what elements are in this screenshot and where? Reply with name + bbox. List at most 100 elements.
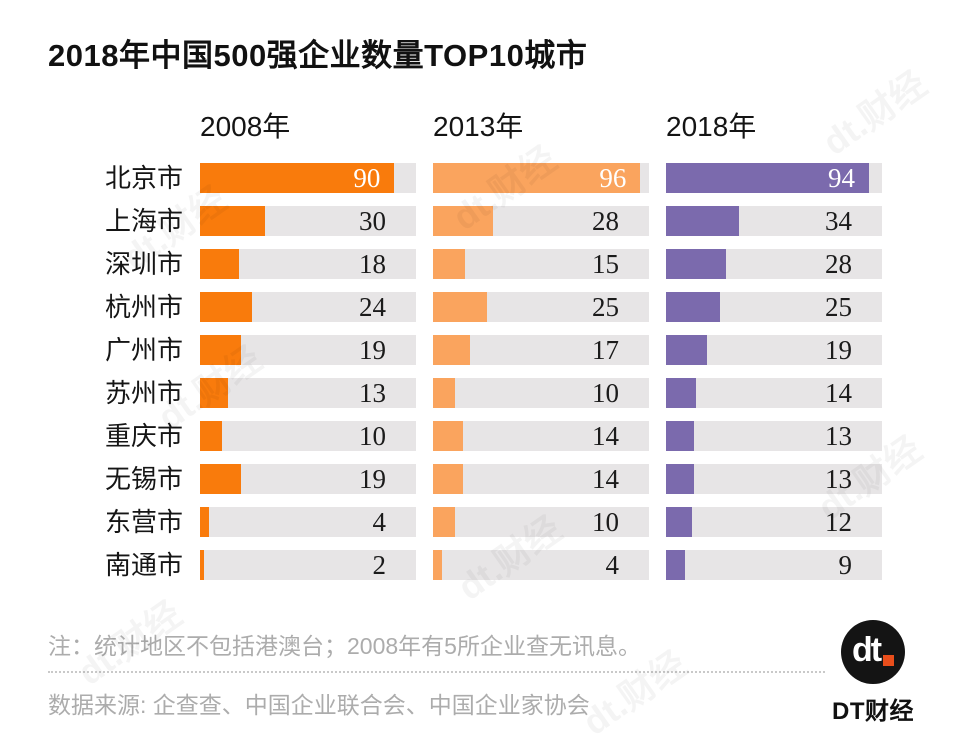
value-label: 25 xyxy=(825,292,852,322)
value-label: 94 xyxy=(828,163,856,193)
bar-track: 94 xyxy=(666,163,882,193)
bar xyxy=(433,249,466,279)
bar xyxy=(666,378,697,408)
city-label: 东营市 xyxy=(104,507,183,537)
value-label: 13 xyxy=(825,464,852,494)
data-source: 数据来源: 企查查、中国企业联合会、中国企业家协会 xyxy=(48,692,590,718)
bar-chart: 2008年 2013年 2018年 北京市 90 96 94 上海市 30 28 34 深圳市 1… xyxy=(48,110,916,593)
bar xyxy=(666,206,740,236)
bar xyxy=(433,292,487,322)
bar xyxy=(200,421,222,451)
chart-row: 苏州市 13 10 14 xyxy=(48,378,916,408)
footnote: 注：统计地区不包括港澳台；2008年有5所企业查无讯息。 xyxy=(48,633,641,659)
bar xyxy=(200,335,242,365)
bar-track: 15 xyxy=(433,249,649,279)
bar xyxy=(433,335,470,365)
value-label: 18 xyxy=(359,249,386,279)
bar xyxy=(200,249,239,279)
bar-track: 13 xyxy=(200,378,416,408)
bar-track: 4 xyxy=(200,507,416,537)
chart-row: 南通市 2 4 9 xyxy=(48,550,916,580)
chart-row: 无锡市 19 14 13 xyxy=(48,464,916,494)
city-label: 深圳市 xyxy=(104,249,183,279)
chart-row: 东营市 4 10 12 xyxy=(48,507,916,537)
value-label: 10 xyxy=(359,421,386,451)
bar-track: 25 xyxy=(433,292,649,322)
bar-track: 90 xyxy=(200,163,416,193)
value-label: 12 xyxy=(825,507,852,537)
bar xyxy=(666,292,720,322)
bar xyxy=(200,464,242,494)
column-header-2013: 2013年 xyxy=(433,111,524,142)
bar-track: 28 xyxy=(433,206,649,236)
bar-track: 19 xyxy=(200,335,416,365)
bar xyxy=(200,206,265,236)
value-label: 10 xyxy=(592,378,619,408)
bar-track: 2 xyxy=(200,550,416,580)
value-label: 19 xyxy=(825,335,852,365)
bar-track: 30 xyxy=(200,206,416,236)
column-header-2018: 2018年 xyxy=(666,111,757,142)
bar xyxy=(433,163,641,193)
bar-track: 9 xyxy=(666,550,882,580)
value-label: 4 xyxy=(605,550,620,580)
bar xyxy=(200,163,395,193)
bar-track: 96 xyxy=(433,163,649,193)
bar xyxy=(433,507,455,537)
bar-track: 10 xyxy=(433,507,649,537)
bar-track: 4 xyxy=(433,550,649,580)
bar-track: 10 xyxy=(433,378,649,408)
value-label: 9 xyxy=(838,550,853,580)
chart-row: 北京市 90 96 94 xyxy=(48,163,916,193)
chart-row: 重庆市 10 14 13 xyxy=(48,421,916,451)
bar xyxy=(433,206,494,236)
value-label: 25 xyxy=(592,292,619,322)
value-label: 2 xyxy=(372,550,387,580)
bar-track: 13 xyxy=(666,421,882,451)
value-label: 19 xyxy=(359,464,386,494)
bar xyxy=(666,507,692,537)
bar xyxy=(200,550,205,580)
dt-logo-text: DT财经 xyxy=(832,698,914,725)
bar-track: 19 xyxy=(666,335,882,365)
value-label: 13 xyxy=(825,421,852,451)
column-headers: 2008年 2013年 2018年 xyxy=(48,110,916,163)
bar xyxy=(433,421,464,451)
value-label: 15 xyxy=(592,249,619,279)
bar-track: 10 xyxy=(200,421,416,451)
bar-track: 34 xyxy=(666,206,882,236)
dt-logo-icon: dt xyxy=(841,620,905,684)
city-label: 无锡市 xyxy=(104,464,183,494)
value-label: 24 xyxy=(359,292,386,322)
city-label: 广州市 xyxy=(104,335,183,365)
dt-logo-dot-icon xyxy=(883,654,895,666)
city-label: 北京市 xyxy=(104,163,183,193)
city-label: 杭州市 xyxy=(104,292,183,322)
chart-row: 广州市 19 17 19 xyxy=(48,335,916,365)
value-label: 14 xyxy=(592,464,619,494)
value-label: 28 xyxy=(592,206,619,236)
bar-track: 14 xyxy=(433,421,649,451)
bar-track: 24 xyxy=(200,292,416,322)
value-label: 13 xyxy=(359,378,386,408)
value-label: 10 xyxy=(592,507,619,537)
city-label: 苏州市 xyxy=(104,378,183,408)
bar-track: 18 xyxy=(200,249,416,279)
bar-track: 19 xyxy=(200,464,416,494)
chart-row: 深圳市 18 15 28 xyxy=(48,249,916,279)
dt-logo-mark: dt xyxy=(851,631,882,669)
chart-rows: 北京市 90 96 94 上海市 30 28 34 深圳市 18 15 28 杭州市 24 25 25 广州市 1… xyxy=(48,163,916,580)
bar xyxy=(666,335,708,365)
value-label: 19 xyxy=(359,335,386,365)
chart-title: 2018年中国500强企业数量TOP10城市 xyxy=(48,38,588,73)
bar xyxy=(433,550,442,580)
value-label: 14 xyxy=(825,378,852,408)
value-label: 34 xyxy=(825,206,852,236)
city-label: 南通市 xyxy=(104,550,183,580)
bar xyxy=(433,378,455,408)
dt-logo: dt DT财经 xyxy=(825,620,921,726)
bar-track: 12 xyxy=(666,507,882,537)
value-label: 28 xyxy=(825,249,852,279)
bar xyxy=(200,378,229,408)
value-label: 30 xyxy=(359,206,386,236)
